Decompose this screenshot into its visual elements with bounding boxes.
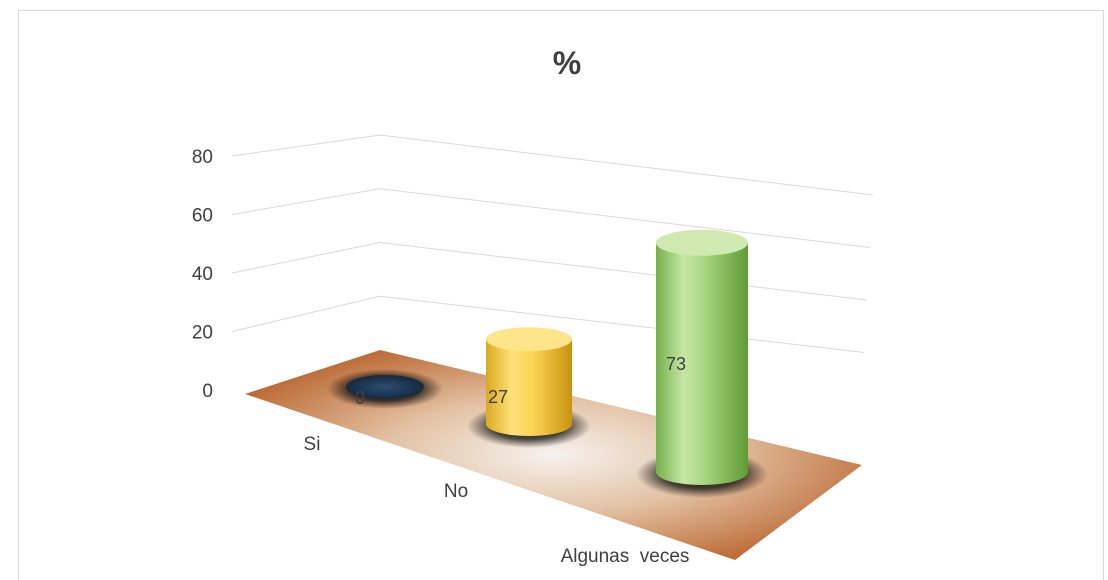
x-tick-label: Algunas veces: [561, 546, 690, 567]
x-tick-label: No: [444, 481, 468, 502]
data-label: 27: [488, 387, 508, 407]
gridline-80: [231, 134, 874, 196]
gridline-40: [231, 241, 868, 301]
data-label: 0: [355, 388, 365, 408]
bar-Algunas veces: [656, 242, 748, 485]
chart-title: %: [553, 45, 581, 81]
x-axis-labels: Si No Algunas veces: [304, 434, 690, 567]
bar-No: [486, 339, 572, 436]
y-axis-ticks: 0 20 40 60 80: [192, 147, 213, 402]
y-tick-label: 40: [192, 264, 213, 285]
bar-top-Algunas veces: [656, 229, 748, 256]
bar-marks: 0 27 73: [327, 229, 768, 498]
gridlines: [231, 134, 874, 353]
y-tick-label: 0: [202, 381, 213, 402]
bar-top-No: [486, 327, 572, 352]
y-tick-label: 20: [192, 323, 213, 344]
x-tick-label: Si: [304, 434, 321, 455]
bar-Si: [346, 375, 424, 399]
y-tick-label: 80: [192, 147, 213, 168]
gridline-60: [231, 188, 871, 248]
data-label: 73: [666, 354, 686, 374]
y-tick-label: 60: [192, 206, 213, 227]
